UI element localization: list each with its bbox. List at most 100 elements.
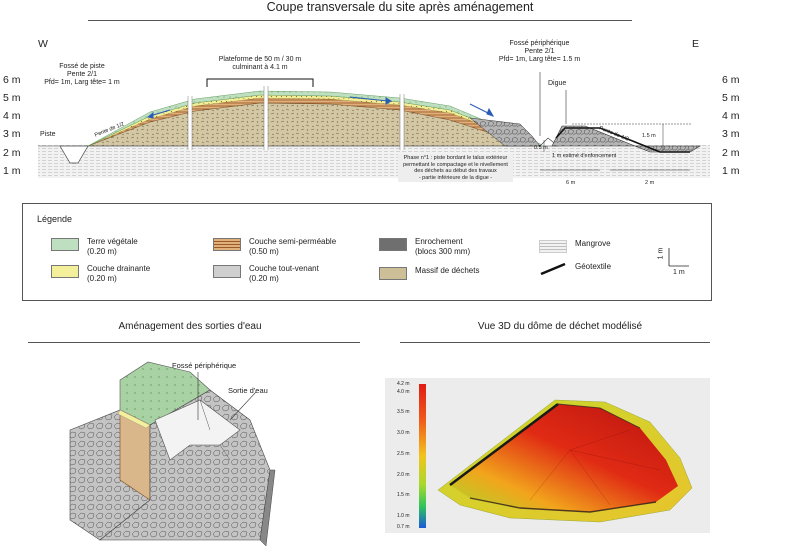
y-tick-left: 4 m [3, 110, 21, 122]
legend-item-mangrove: Mangrove [539, 239, 611, 253]
colorbar-tick: 4.0 m [397, 389, 410, 395]
terre-swatch [51, 238, 79, 251]
plateforme-label: Plateforme de 50 m / 30 m culminant à 4.… [215, 56, 305, 72]
cross-section-drawing [38, 72, 710, 178]
y-tick-right: 2 m [722, 147, 740, 159]
y-tick-right: 4 m [722, 110, 740, 122]
fosse-peri-line: Fossé périphérique [509, 40, 570, 47]
geotextile-swatch [540, 262, 566, 276]
fosse-piste-shape [59, 145, 89, 164]
y-tick-left: 5 m [3, 92, 21, 104]
colorbar [419, 384, 426, 528]
plateforme-bracket [206, 78, 314, 87]
legend-text: Enrochement [415, 237, 463, 246]
legend-item-enrochement: Enrochement (blocs 300 mm) [379, 237, 470, 257]
legend-item-terre: Terre végétale (0.20 m) [51, 237, 138, 257]
legend-text: (blocs 300 mm) [415, 247, 471, 256]
legend-item-drainante: Couche drainante (0.20 m) [51, 264, 150, 284]
tout-venant-swatch [213, 265, 241, 278]
colorbar-tick: 1.5 m [397, 492, 410, 498]
legend-item-massif: Massif de déchets [379, 266, 479, 280]
legend-title: Légende [37, 214, 73, 224]
fosse-piste-line: Fossé de piste [59, 63, 105, 70]
colorbar-tick: 2.0 m [397, 472, 410, 478]
legend-text: (0.20 m) [87, 274, 117, 283]
y-tick-right: 1 m [722, 165, 740, 177]
y-tick-left: 2 m [3, 147, 21, 159]
section-title-rule [88, 20, 632, 21]
legend-item-tout-venant: Couche tout-venant (0.20 m) [213, 264, 319, 284]
y-tick-left: 1 m [3, 165, 21, 177]
fosse-piste-line: Pfd= 1m, Larg tête= 1 m [44, 79, 120, 86]
dome3d-title-rule [400, 342, 710, 343]
drainante-swatch [51, 265, 79, 278]
phase-line: permettant le compactage et le nivelleme… [403, 161, 508, 168]
colorbar-tick: 3.0 m [397, 430, 410, 436]
fosse-piste-label: Fossé de piste Pente 2/1 Pfd= 1m, Larg t… [42, 63, 122, 87]
legend-text: Mangrove [575, 239, 611, 248]
piste-label: Piste [40, 131, 56, 138]
dim-6m: 6 m [566, 180, 576, 186]
digue-label: Digue [548, 80, 567, 87]
legend-box: Légende Terre végétale (0.20 m) Couche dr… [22, 203, 712, 301]
geotextile-line [555, 127, 690, 153]
fosse-peri-line: Pfd= 1m, Larg tête= 1.5 m [498, 56, 581, 63]
plateforme-line: culminant à 4.1 m [232, 64, 288, 71]
outlets-title-rule [28, 342, 360, 343]
y-tick-left: 6 m [3, 74, 21, 86]
y-tick-left: 3 m [3, 128, 21, 140]
legend-text: (0.50 m) [249, 247, 279, 256]
legend-text: Terre végétale [87, 237, 138, 246]
legend-item-geotextile: Géotextile [539, 262, 611, 276]
east-label: E [692, 38, 700, 50]
phase-line: Phase n°1 : piste bordant le talus extér… [403, 155, 508, 161]
dim-0-5m: 0.5 m [534, 145, 548, 151]
colorbar-tick: 4.2 m [397, 381, 410, 387]
y-tick-right: 3 m [722, 128, 740, 140]
outlets-sortie-label: Sortie d'eau [228, 386, 268, 395]
legend-text: Couche tout-venant [249, 264, 319, 273]
phase-note: Phase n°1 : piste bordant le talus extér… [398, 154, 513, 182]
digue-shape [551, 125, 702, 153]
fosse-piste-line: Pente 2/1 [67, 71, 97, 78]
phase-line: - partie inférieure de la digue - [418, 174, 493, 181]
scale-h-label: 1 m [673, 269, 685, 276]
mangrove-ground [38, 145, 710, 178]
enrochement-swatch [379, 238, 407, 251]
dim-2m: 2 m [645, 180, 655, 186]
scale-marker [668, 248, 689, 267]
semi-swatch [213, 238, 241, 251]
y-tick-right: 6 m [722, 74, 740, 86]
legend-text: (0.20 m) [249, 274, 279, 283]
fosse-peri-line: Pente 2/1 [524, 48, 555, 55]
dim-enfoncement: 1 m estimé d'enfoncement [552, 153, 617, 159]
colorbar-tick: 2.5 m [397, 451, 410, 457]
massif-swatch [379, 267, 407, 280]
dimension-lines [540, 123, 692, 171]
section-title: Coupe transversale du site après aménage… [266, 0, 534, 14]
legend-text: Couche drainante [87, 264, 151, 273]
colorbar-tick: 0.7 m [397, 524, 410, 530]
legend-text: (0.20 m) [87, 247, 117, 256]
outlets-fosse-label: Fossé périphérique [172, 361, 237, 370]
dome3d-title: Vue 3D du dôme de déchet modélisé [477, 321, 643, 332]
colorbar-tick: 1.0 m [397, 513, 410, 519]
outlets-block-diagram [69, 361, 276, 547]
fosse-peripherique-label: Fossé périphérique Pente 2/1 Pfd= 1m, La… [492, 40, 587, 64]
mangrove-swatch [539, 240, 567, 253]
legend-text: Géotextile [575, 262, 612, 271]
phase-line: des déchets au début des travaux [414, 168, 497, 174]
scale-v-label: 1 m [657, 247, 665, 260]
legend-item-semi: Couche semi-perméable (0.50 m) [213, 237, 336, 257]
dome3d-surface [437, 399, 693, 523]
plateforme-line: Plateforme de 50 m / 30 m [218, 56, 302, 63]
colorbar-tick: 3.5 m [397, 409, 410, 415]
legend-text: Couche semi-perméable [249, 237, 337, 246]
enrochement-pied [469, 117, 541, 147]
flow-arrows [146, 96, 495, 119]
legend-text: Massif de déchets [415, 266, 480, 275]
dim-1-5m: 1.5 m [642, 133, 656, 139]
break-lines [188, 86, 404, 150]
y-tick-right: 5 m [722, 92, 740, 104]
west-label: W [38, 38, 48, 50]
